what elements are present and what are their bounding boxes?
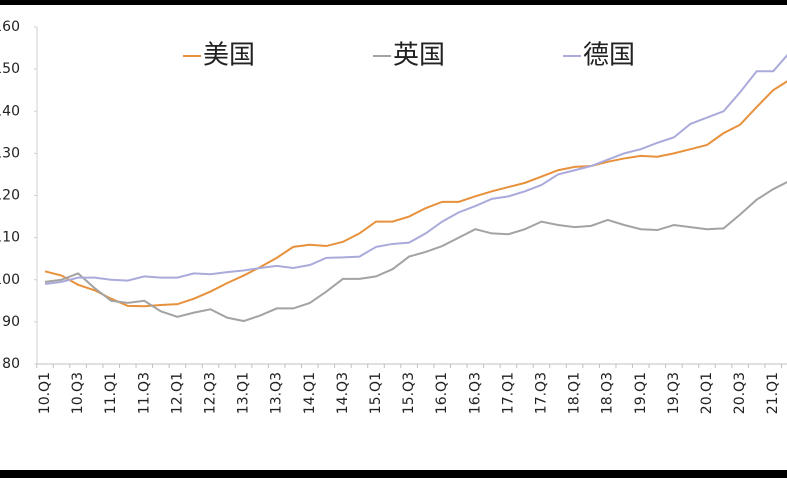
x-tick-label: 12.Q3 xyxy=(203,372,219,414)
y-tick-label: 140 xyxy=(0,103,20,119)
x-tick-label: 20.Q3 xyxy=(732,372,748,414)
y-tick-label: 150 xyxy=(0,61,20,77)
x-tick-label: 17.Q3 xyxy=(534,372,550,414)
series-line xyxy=(44,80,787,308)
x-tick-label: 18.Q1 xyxy=(567,372,583,414)
x-tick-label: 19.Q3 xyxy=(666,372,682,414)
y-tick-label: 160 xyxy=(0,19,20,35)
legend-label: 英国 xyxy=(393,41,445,71)
x-tick-label: 16.Q1 xyxy=(434,372,450,414)
x-tick-label: 16.Q3 xyxy=(467,372,483,414)
y-tick-label: 110 xyxy=(0,230,20,246)
y-tick-label: 90 xyxy=(2,314,20,330)
y-tick-label: 120 xyxy=(0,188,20,204)
legend-label: 美国 xyxy=(203,41,255,71)
x-tick-label: 11.Q3 xyxy=(136,372,152,414)
x-tick-label: 19.Q1 xyxy=(633,372,649,414)
x-tick-label: 17.Q1 xyxy=(500,372,516,414)
y-tick-label: 100 xyxy=(0,272,20,288)
x-tick-label: 14.Q1 xyxy=(302,372,318,414)
x-tick-label: 20.Q1 xyxy=(699,372,715,414)
y-tick-label: 130 xyxy=(0,145,20,161)
y-tick-label: 80 xyxy=(2,356,20,372)
x-tick-label: 10.Q1 xyxy=(37,372,53,414)
x-tick-label: 10.Q3 xyxy=(70,372,86,414)
x-tick-label: 14.Q3 xyxy=(335,372,351,414)
series-line xyxy=(44,53,787,285)
series-line xyxy=(44,181,787,323)
x-tick-label: 12.Q1 xyxy=(169,372,185,414)
x-tick-label: 13.Q1 xyxy=(236,372,252,414)
x-tick-label: 15.Q1 xyxy=(368,372,384,414)
x-tick-label: 18.Q3 xyxy=(600,372,616,414)
x-tick-label: 13.Q3 xyxy=(269,372,285,414)
chart-background xyxy=(0,5,787,470)
legend-label: 德国 xyxy=(583,41,635,71)
x-tick-label: 21.Q1 xyxy=(765,372,781,414)
x-tick-label: 15.Q3 xyxy=(401,372,417,414)
x-tick-label: 11.Q1 xyxy=(103,372,119,414)
